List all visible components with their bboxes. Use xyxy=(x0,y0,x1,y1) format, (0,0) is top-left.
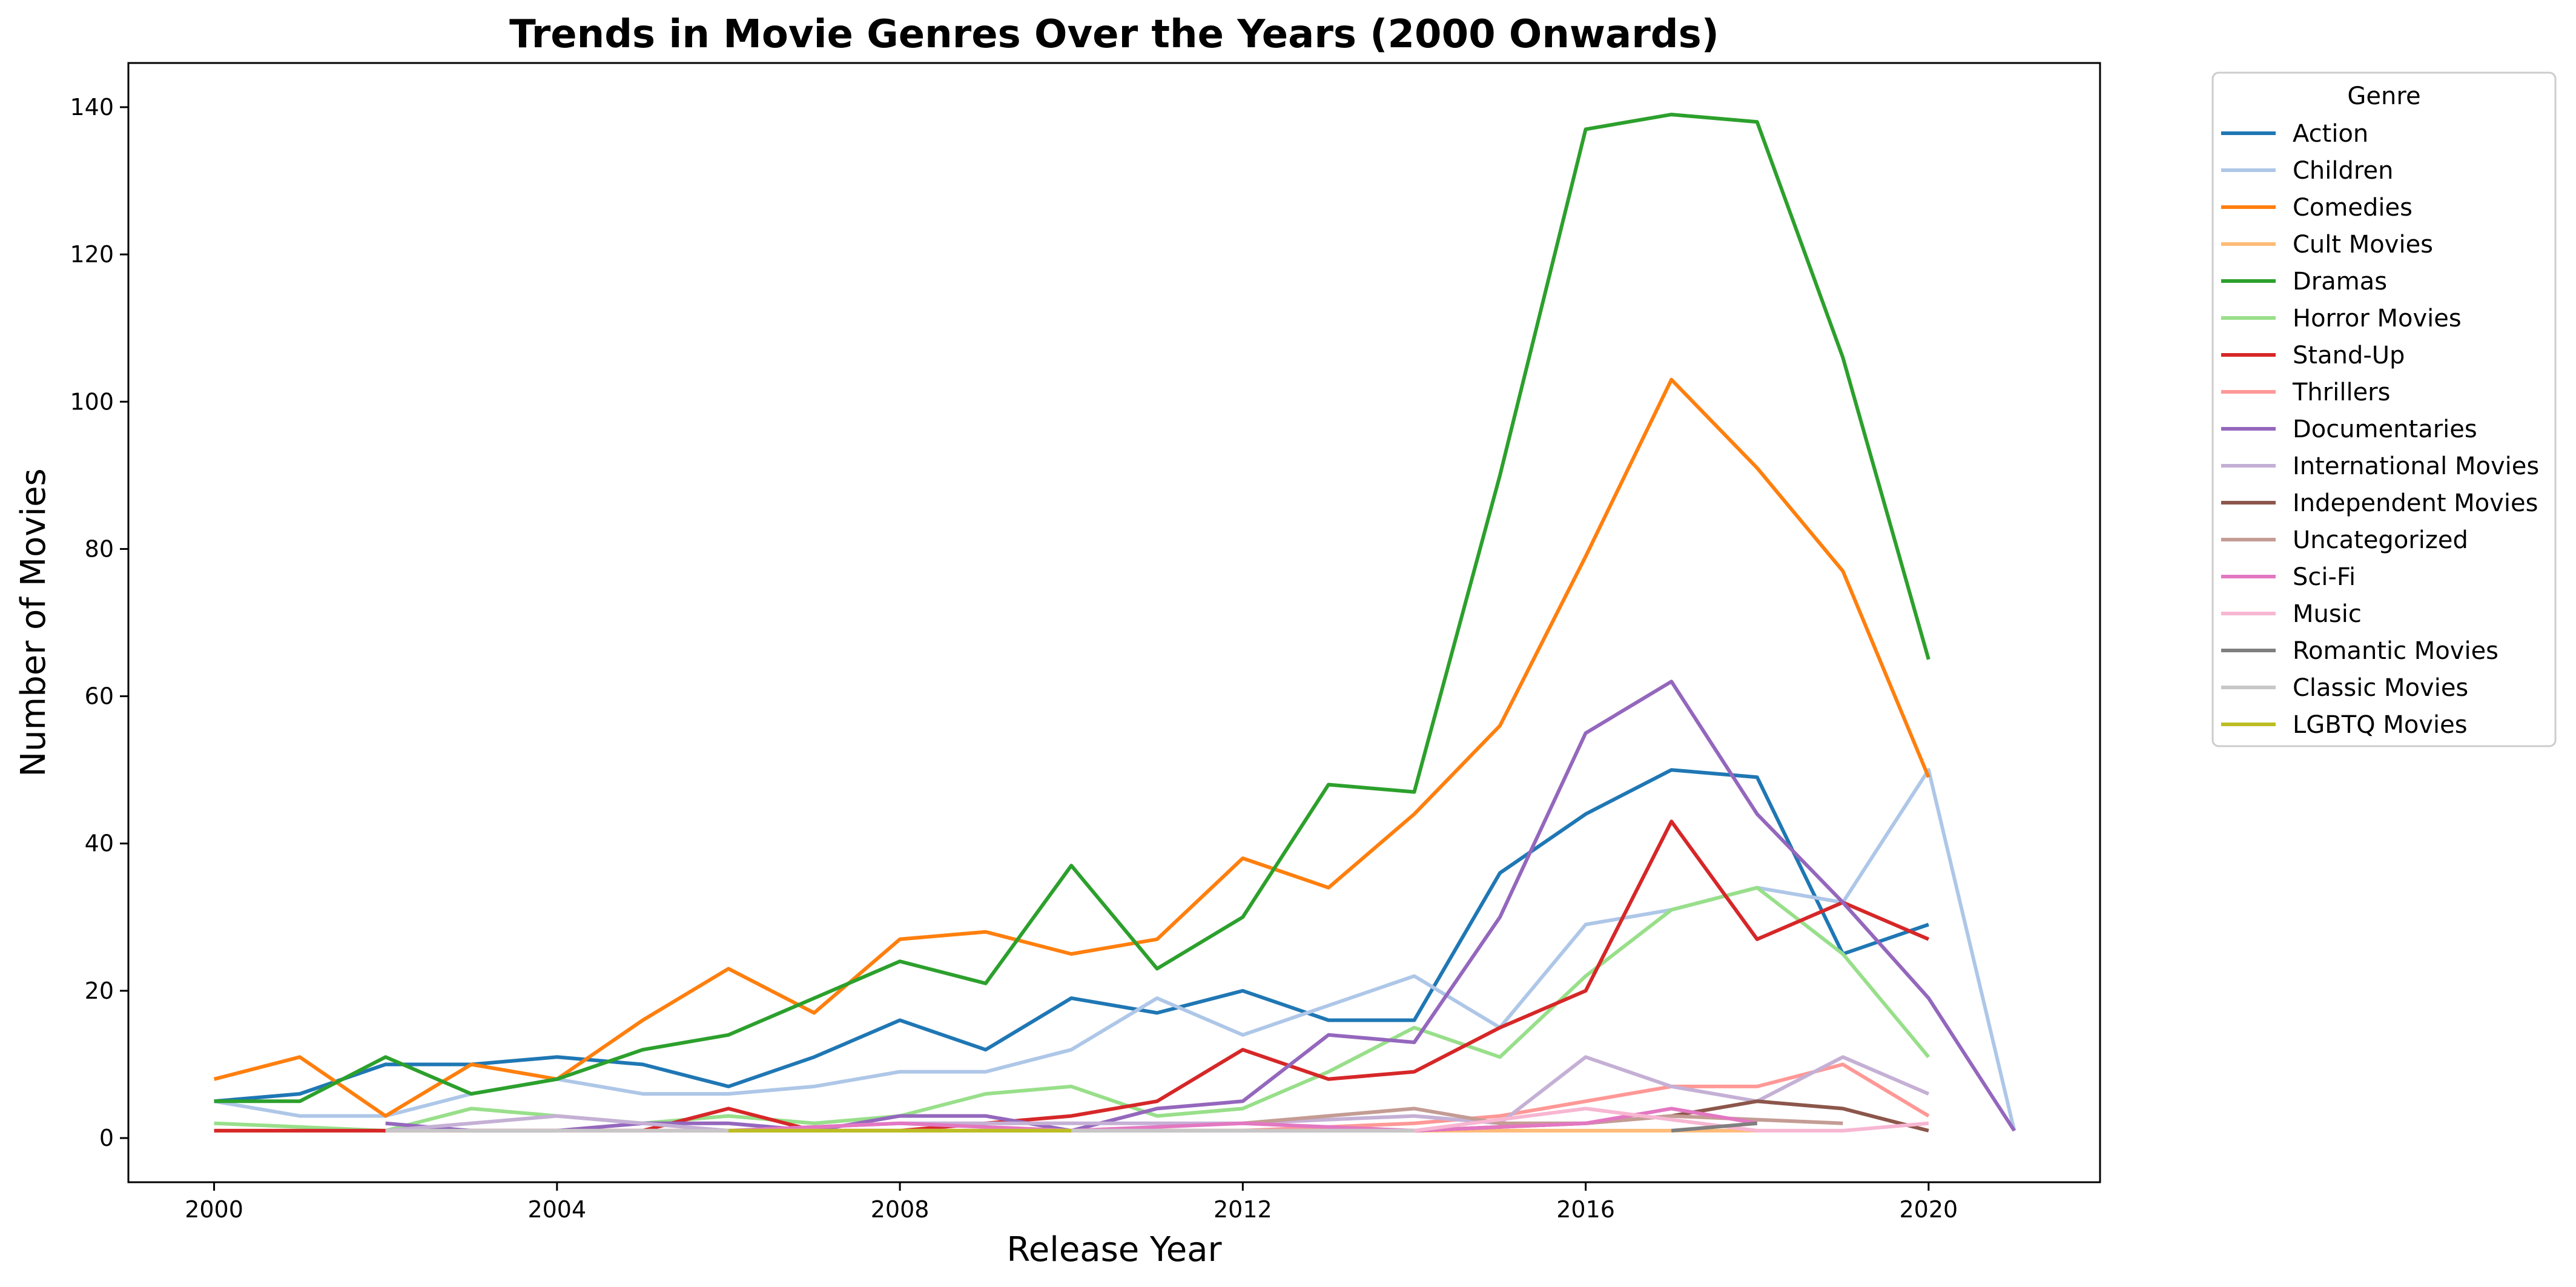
y-tick-label: 40 xyxy=(85,830,114,857)
legend-label: Dramas xyxy=(2293,268,2387,296)
legend-label: LGBTQ Movies xyxy=(2293,711,2468,739)
series-line xyxy=(1671,1121,1757,1133)
legend-items: Action Children Comedies Cult Movies Dramas H… xyxy=(2221,120,2539,739)
x-tick-label: 2016 xyxy=(1556,1196,1615,1223)
y-tick-label: 0 xyxy=(99,1125,114,1151)
legend-label: Children xyxy=(2293,157,2393,185)
legend-box xyxy=(2211,71,2557,747)
legend: Genre Action Children Comedies Cult Movies D… xyxy=(2211,71,2557,747)
series-line xyxy=(214,768,2016,1131)
x-tick-label: 2000 xyxy=(185,1196,243,1223)
legend-label: Stand-Up xyxy=(2293,342,2405,369)
legend-label: Sci-Fi xyxy=(2293,563,2356,591)
series-line xyxy=(214,885,1930,1133)
y-tick-label: 140 xyxy=(70,94,114,121)
legend-label: Horror Movies xyxy=(2293,305,2462,333)
legend-label: Romantic Movies xyxy=(2293,637,2498,665)
legend-label: Uncategorized xyxy=(2293,526,2468,554)
legend-label: Cult Movies xyxy=(2293,231,2433,259)
series-line xyxy=(213,377,1930,1118)
y-tick-label: 20 xyxy=(85,978,114,1004)
series-line xyxy=(214,113,1930,1103)
x-tick-label: 2008 xyxy=(871,1196,930,1223)
legend-label: Music xyxy=(2293,600,2362,628)
series-line xyxy=(556,1107,1758,1133)
legend-label: Thrillers xyxy=(2292,379,2390,406)
x-tick-label: 2012 xyxy=(1214,1196,1272,1223)
plot-area-frame xyxy=(127,62,2101,1183)
y-axis-label: Number of Movies xyxy=(14,468,53,776)
y-tick-label: 100 xyxy=(70,388,114,415)
y-tick-label: 120 xyxy=(70,241,114,268)
legend-label: Classic Movies xyxy=(2293,674,2468,702)
legend-label: Independent Movies xyxy=(2293,489,2538,517)
legend-label: Documentaries xyxy=(2293,415,2477,443)
legend-label: Comedies xyxy=(2293,194,2413,222)
legend-title: Genre xyxy=(2347,82,2420,110)
series-layer xyxy=(213,113,2016,1133)
y-axis-ticks: 0 20 40 60 80 100 120 140 xyxy=(70,94,128,1151)
legend-label: International Movies xyxy=(2293,452,2539,480)
chart-title: Trends in Movie Genres Over the Years (2… xyxy=(509,12,1719,57)
x-tick-label: 2004 xyxy=(527,1196,586,1223)
y-tick-label: 60 xyxy=(85,683,114,710)
x-axis-ticks: 2000 2004 2008 2012 2016 2020 xyxy=(185,1182,1958,1223)
y-tick-label: 80 xyxy=(85,535,114,562)
x-tick-label: 2020 xyxy=(1900,1196,1958,1223)
series-line xyxy=(214,768,1929,1103)
legend-label: Action xyxy=(2293,120,2368,148)
series-line xyxy=(385,1055,1930,1133)
x-axis-label: Release Year xyxy=(1006,1230,1222,1269)
